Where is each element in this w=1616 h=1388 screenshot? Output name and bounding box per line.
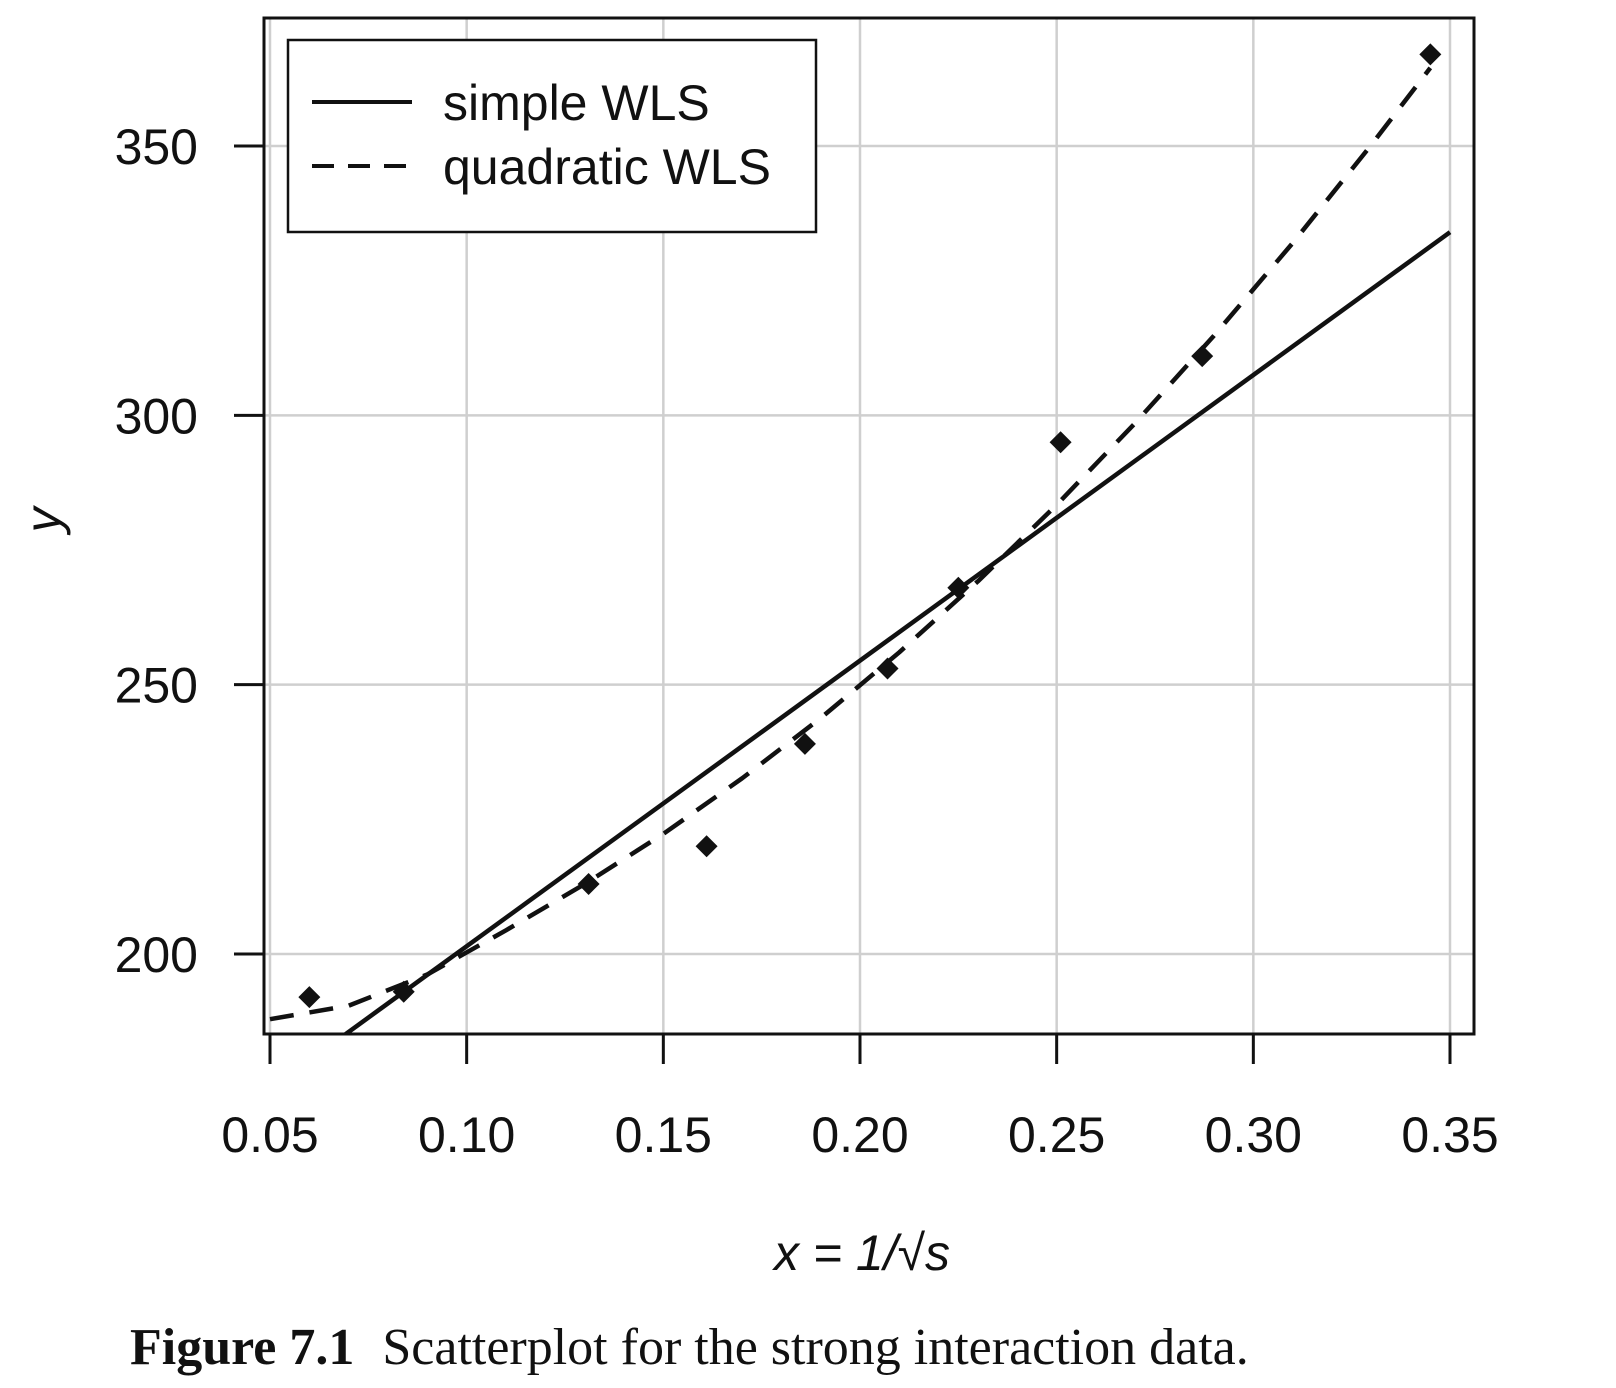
x-tick-label-2: 0.15 [615,1107,712,1163]
data-point-9 [1419,43,1442,66]
y-tick-label-0: 200 [115,927,198,983]
x-axis: 0.05 0.10 0.15 0.20 0.25 0.30 0.35 [221,1034,1499,1163]
data-point-2 [577,872,600,895]
data-point-7 [1049,431,1072,454]
data-points [298,43,1442,1009]
x-tick-label-5: 0.30 [1205,1107,1302,1163]
y-tick-label-2: 300 [115,388,198,444]
plot-frame [262,16,1476,1036]
fit-line-quadratic-wls [269,66,1433,1022]
fit-line-simple-wls [343,230,1452,1034]
x-tick-label-3: 0.20 [811,1107,908,1163]
data-point-4 [793,732,816,755]
legend: simple WLS quadratic WLS [286,38,818,234]
y-axis-title: y [15,505,71,536]
y-axis: 200 250 300 350 [115,119,264,983]
y-tick-label-1: 250 [115,658,198,714]
legend-label-quadratic-wls: quadratic WLS [443,139,771,195]
y-tick-label-3: 350 [115,119,198,175]
data-point-1 [392,980,415,1003]
fit-lines [269,66,1452,1034]
x-axis-title: x = 1/√s [772,1225,950,1281]
x-tick-label-4: 0.25 [1008,1107,1105,1163]
data-point-5 [876,657,899,680]
x-tick-label-1: 0.10 [418,1107,515,1163]
legend-label-simple-wls: simple WLS [443,75,710,131]
caption-label: Figure 7.1 [130,1319,355,1376]
data-point-0 [298,986,321,1009]
x-tick-label-0: 0.05 [221,1107,318,1163]
data-point-6 [947,576,970,599]
x-tick-label-6: 0.35 [1401,1107,1498,1163]
legend-box [286,38,818,234]
caption-text: Scatterplot for the strong interaction d… [382,1319,1249,1376]
data-point-8 [1191,345,1214,368]
data-point-3 [695,835,718,858]
figure-caption: Figure 7.1 Scatterplot for the strong int… [130,1318,1530,1377]
